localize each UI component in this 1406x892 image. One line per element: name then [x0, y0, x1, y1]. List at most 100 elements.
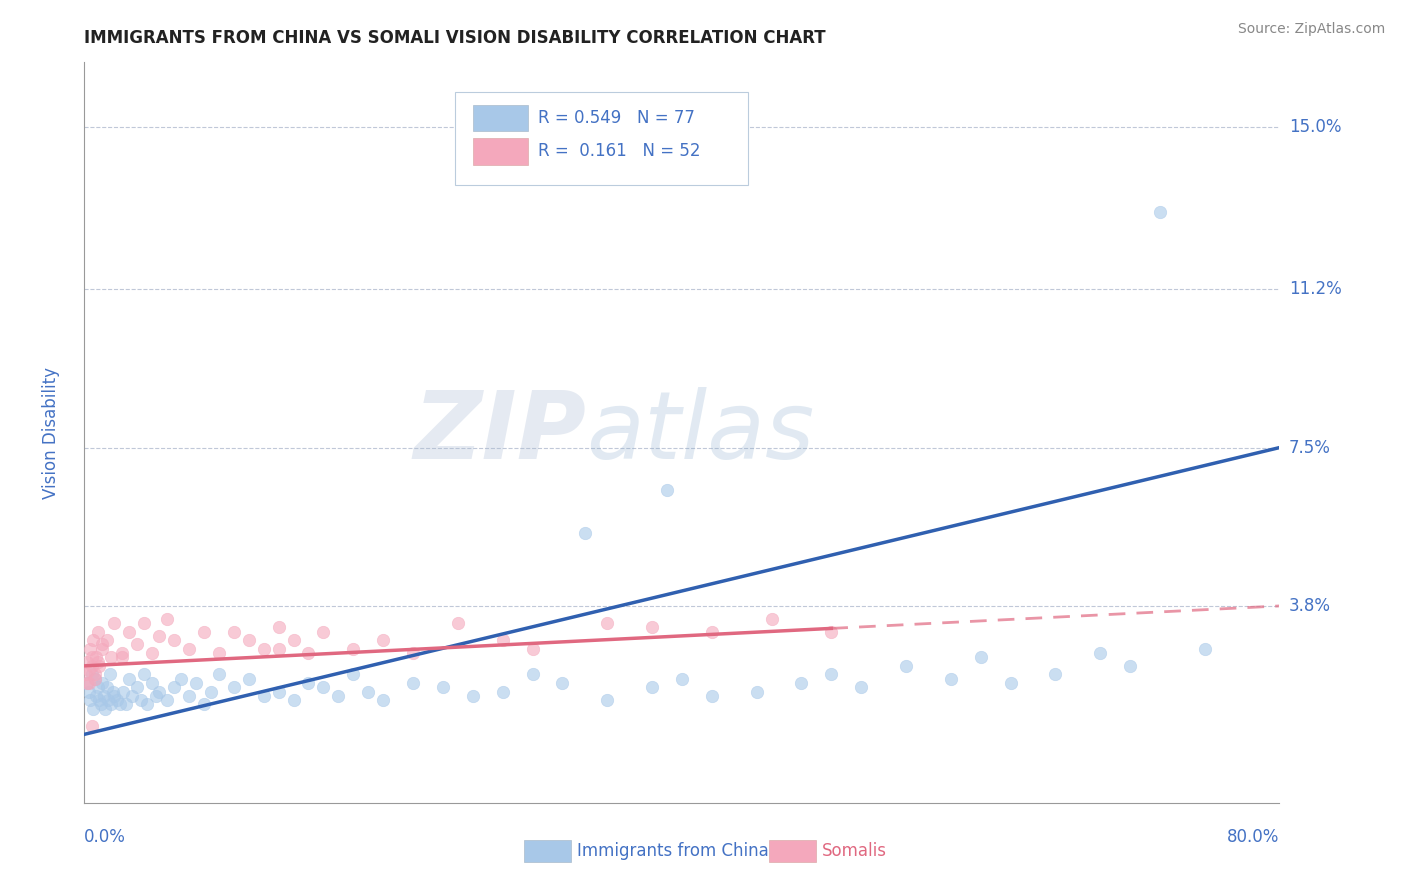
Point [342, 667, 364, 681]
Point [121, 689, 143, 703]
Point [761, 612, 783, 626]
Point [312, 680, 335, 694]
Point [77, 676, 100, 690]
Point [208, 667, 231, 681]
Point [170, 672, 193, 686]
Point [80, 667, 103, 681]
Point [112, 684, 135, 698]
Point [297, 676, 319, 690]
Point [77, 684, 100, 698]
Text: ZIP: ZIP [413, 386, 586, 479]
Point [80, 658, 103, 673]
Point [596, 693, 619, 707]
Point [1194, 641, 1216, 656]
Point [80, 650, 103, 665]
Point [551, 676, 574, 690]
Point [100, 650, 122, 665]
Point [851, 680, 873, 694]
Point [1090, 646, 1112, 660]
FancyBboxPatch shape [472, 138, 527, 165]
Point [163, 680, 186, 694]
Point [141, 646, 163, 660]
Point [894, 658, 917, 673]
Text: Vision Disability: Vision Disability [42, 367, 60, 499]
Point [145, 689, 167, 703]
Point [87, 655, 110, 669]
Point [522, 667, 544, 681]
Point [641, 620, 664, 634]
Point [447, 615, 470, 630]
Point [125, 680, 148, 694]
Point [90, 698, 112, 712]
Point [1000, 676, 1022, 690]
Point [125, 637, 148, 651]
Point [328, 689, 350, 703]
Point [193, 698, 215, 712]
Point [177, 641, 200, 656]
Point [103, 615, 125, 630]
Point [129, 693, 152, 707]
Point [267, 641, 290, 656]
Point [93, 689, 115, 703]
Point [89, 693, 111, 707]
Point [402, 676, 425, 690]
Point [86, 689, 108, 703]
Point [1119, 658, 1142, 673]
Point [101, 684, 124, 698]
Point [91, 676, 114, 690]
Point [118, 672, 141, 686]
Point [100, 698, 122, 712]
Point [148, 684, 170, 698]
Point [87, 680, 110, 694]
Point [238, 672, 260, 686]
Text: R =  0.161   N = 52: R = 0.161 N = 52 [538, 143, 702, 161]
Point [267, 684, 290, 698]
Point [492, 633, 515, 648]
Text: 80.0%: 80.0% [1227, 829, 1279, 847]
Point [1045, 667, 1067, 681]
Point [700, 689, 723, 703]
Point [141, 676, 163, 690]
Point [939, 672, 962, 686]
Point [105, 693, 128, 707]
Point [193, 624, 215, 639]
Text: IMMIGRANTS FROM CHINA VS SOMALI VISION DISABILITY CORRELATION CHART: IMMIGRANTS FROM CHINA VS SOMALI VISION D… [84, 29, 825, 47]
Point [186, 676, 208, 690]
Point [79, 641, 101, 656]
Point [76, 676, 98, 690]
Point [820, 667, 842, 681]
Point [115, 698, 138, 712]
Point [155, 612, 177, 626]
Point [75, 667, 97, 681]
Point [402, 646, 425, 660]
Point [79, 693, 101, 707]
Point [222, 624, 245, 639]
Point [163, 633, 186, 648]
Point [83, 672, 105, 686]
FancyBboxPatch shape [524, 840, 571, 862]
Text: 7.5%: 7.5% [1289, 439, 1331, 457]
Point [97, 693, 120, 707]
Point [132, 615, 156, 630]
Point [94, 701, 117, 715]
Text: 0.0%: 0.0% [84, 829, 127, 847]
Text: atlas: atlas [586, 387, 814, 478]
Point [253, 689, 276, 703]
Point [111, 650, 134, 665]
Point [98, 667, 121, 681]
Point [110, 698, 132, 712]
Point [745, 684, 768, 698]
Point [1149, 205, 1171, 219]
Point [87, 624, 110, 639]
Point [522, 641, 544, 656]
Point [91, 637, 114, 651]
Point [970, 650, 993, 665]
Point [208, 646, 231, 660]
Point [492, 684, 515, 698]
Point [297, 646, 319, 660]
Point [700, 624, 723, 639]
Point [91, 641, 114, 656]
Point [641, 680, 664, 694]
Point [574, 526, 596, 541]
Point [283, 633, 305, 648]
